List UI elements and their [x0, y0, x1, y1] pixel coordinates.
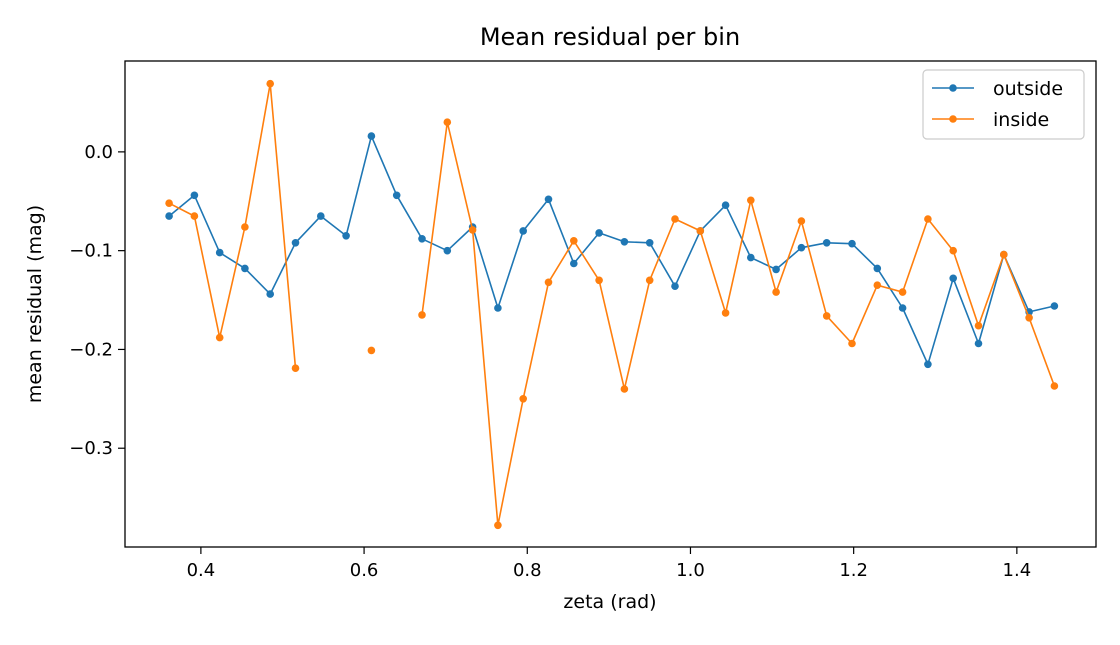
data-point-inside: [645, 276, 654, 285]
data-point-inside: [696, 227, 705, 235]
data-point-inside: [468, 226, 477, 234]
data-point-outside: [898, 304, 907, 312]
data-point-inside: [519, 395, 527, 403]
data-point-inside: [266, 79, 275, 88]
y-tick-label: −0.3: [69, 438, 113, 459]
data-point-outside: [873, 264, 882, 273]
x-tick-label: 0.4: [187, 560, 216, 581]
data-point-outside: [822, 239, 831, 247]
data-point-inside: [974, 321, 983, 330]
chart-title: Mean residual per bin: [480, 23, 740, 51]
data-point-inside: [949, 246, 957, 255]
series-outside: [165, 132, 1059, 369]
data-point-outside: [772, 265, 780, 274]
legend-label-outside: outside: [993, 78, 1063, 100]
data-point-inside: [822, 312, 831, 320]
data-point-inside: [291, 364, 300, 373]
data-point-outside: [721, 201, 730, 209]
data-point-inside: [797, 217, 806, 225]
legend-marker-outside: [949, 84, 957, 92]
x-tick-label: 1.2: [839, 560, 868, 581]
data-point-outside: [645, 239, 654, 247]
series-line-inside: [168, 82, 297, 369]
data-point-outside: [190, 191, 199, 200]
data-point-inside: [1000, 250, 1008, 259]
data-point-inside: [772, 288, 780, 296]
data-point-inside: [620, 385, 629, 393]
data-point-inside: [544, 278, 553, 287]
data-point-inside: [924, 215, 932, 223]
x-tick-label: 1.0: [676, 560, 705, 581]
data-point-inside: [241, 223, 249, 231]
data-point-outside: [949, 274, 957, 283]
data-point-inside: [494, 521, 502, 530]
data-point-inside: [1025, 314, 1033, 322]
data-point-outside: [620, 238, 629, 246]
legend-marker-inside: [949, 115, 957, 123]
data-point-inside: [595, 276, 603, 285]
data-point-outside: [494, 304, 502, 312]
data-point-inside: [190, 212, 199, 220]
legend-label-inside: inside: [993, 109, 1049, 131]
legend: outside inside: [922, 69, 1085, 140]
data-point-outside: [797, 243, 806, 252]
data-point-outside: [974, 339, 983, 348]
y-tick-label: −0.1: [69, 241, 113, 262]
data-point-inside: [165, 199, 173, 207]
x-tick-label: 1.4: [1003, 560, 1032, 581]
data-point-outside: [848, 239, 856, 248]
x-tick-label: 0.8: [513, 560, 542, 581]
y-axis-label: mean residual (mag): [24, 205, 46, 403]
data-point-inside: [418, 311, 426, 319]
data-point-outside: [342, 232, 350, 240]
data-point-outside: [367, 132, 376, 140]
data-point-outside: [317, 212, 325, 220]
data-point-outside: [266, 290, 275, 298]
data-point-outside: [241, 264, 249, 273]
data-point-inside: [671, 215, 679, 223]
data-point-inside: [848, 339, 856, 348]
series-inside: [165, 79, 1059, 530]
data-point-outside: [392, 191, 401, 200]
data-point-inside: [747, 196, 755, 205]
data-point-outside: [418, 235, 426, 243]
data-point-outside: [443, 246, 452, 255]
data-point-outside: [165, 212, 173, 220]
y-tick-label: −0.2: [69, 339, 113, 360]
x-tick-label: 0.6: [350, 560, 379, 581]
data-point-outside: [215, 248, 224, 257]
series-line-inside: [421, 121, 1056, 527]
x-axis-label: zeta (rad): [563, 591, 656, 613]
y-tick-label: 0.0: [84, 142, 113, 163]
data-point-outside: [924, 360, 932, 369]
data-point-outside: [570, 259, 578, 268]
data-point-outside: [671, 282, 679, 291]
data-point-outside: [747, 253, 755, 262]
data-point-outside: [595, 229, 603, 237]
data-point-inside: [215, 333, 224, 342]
data-point-outside: [291, 239, 300, 247]
data-point-inside: [721, 309, 730, 317]
data-point-inside: [367, 346, 376, 355]
data-point-outside: [1050, 302, 1059, 310]
plot-area-frame: [124, 60, 1097, 548]
data-point-inside: [873, 281, 882, 290]
data-point-inside: [570, 237, 578, 245]
series-line-outside: [168, 135, 1055, 366]
data-point-inside: [1050, 382, 1059, 390]
data-point-inside: [443, 118, 452, 126]
data-point-inside: [898, 288, 907, 296]
data-point-outside: [544, 195, 553, 204]
data-point-outside: [519, 227, 527, 235]
